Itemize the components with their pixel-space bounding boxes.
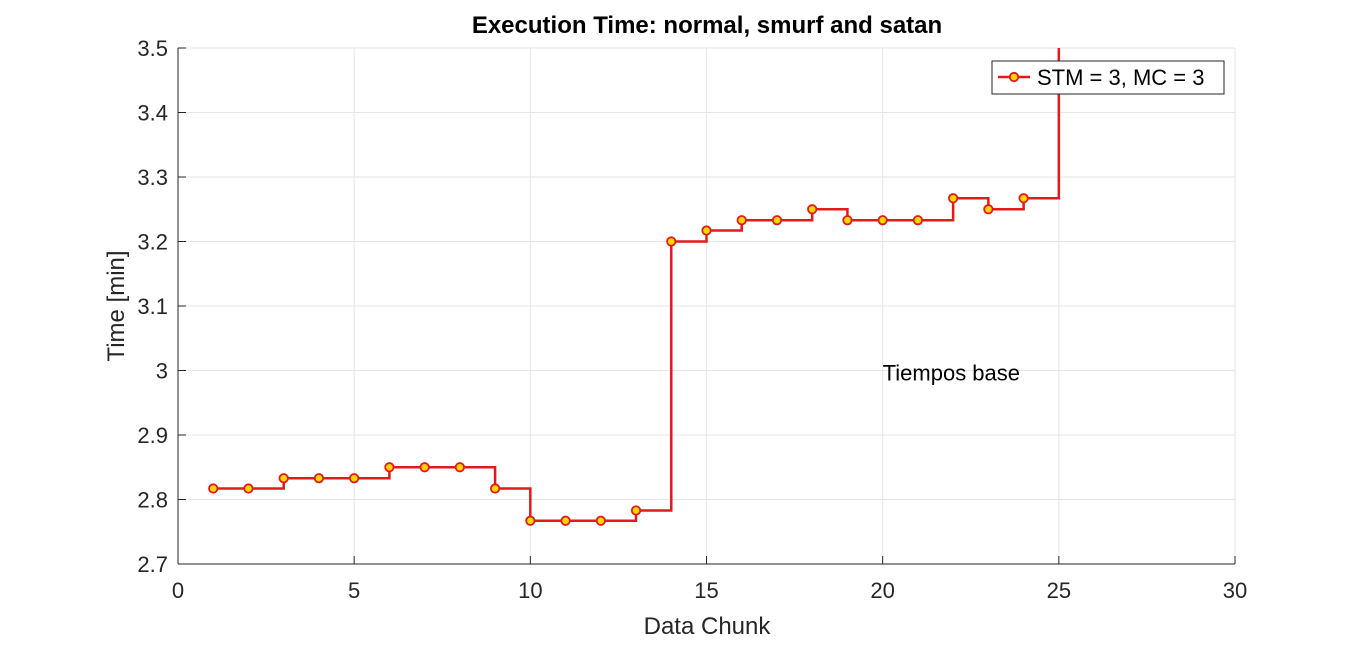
data-point	[701, 225, 712, 236]
x-tick-label: 5	[348, 578, 360, 603]
data-point	[842, 215, 853, 226]
data-point	[983, 204, 994, 215]
axes	[177, 47, 1236, 565]
data-point	[630, 505, 642, 516]
x-tick-label: 10	[518, 578, 542, 603]
chart-title: Execution Time: normal, smurf and satan	[472, 12, 942, 39]
y-tick-label: 2.9	[137, 423, 168, 448]
data-point	[666, 236, 677, 247]
x-tick-label: 0	[172, 578, 184, 603]
y-tick-label: 3	[156, 359, 168, 384]
legend-entry-label: STM = 3, MC = 3	[1037, 65, 1205, 90]
data-point	[912, 215, 924, 226]
data-point	[489, 483, 501, 494]
series-layer	[208, 48, 1061, 526]
data-point	[208, 483, 219, 494]
data-point	[349, 473, 360, 484]
data-point	[384, 462, 395, 473]
data-point	[877, 215, 888, 226]
y-tick-label: 2.7	[137, 552, 168, 577]
x-axis-label: Data Chunk	[644, 613, 772, 640]
data-point	[1018, 193, 1029, 204]
data-point	[243, 483, 254, 494]
data-point	[525, 515, 536, 526]
data-point	[736, 215, 747, 226]
data-point	[807, 204, 818, 215]
legend: STM = 3, MC = 3	[991, 60, 1225, 95]
x-tick-label: 25	[1047, 578, 1071, 603]
data-point	[419, 462, 430, 473]
x-tick-label: 30	[1223, 578, 1247, 603]
data-point	[771, 215, 783, 226]
y-tick-label: 3.5	[137, 36, 168, 61]
data-point	[560, 515, 571, 526]
legend-swatch-marker	[1008, 71, 1020, 83]
data-point	[948, 193, 959, 204]
y-tick-label: 3.3	[137, 165, 168, 190]
y-axis-label: Time [min]	[103, 250, 130, 361]
tick-labels: 0 5 10 15 20 25 30 2.7 2.8 2.9 3 3.1 3.2 3.3 3.4 3.5	[137, 36, 1247, 603]
data-point	[454, 462, 465, 473]
y-tick-label: 2.8	[137, 488, 168, 513]
y-tick-label: 3.4	[137, 101, 168, 126]
data-point	[595, 515, 606, 526]
y-tick-label: 3.2	[137, 230, 168, 255]
x-tick-label: 15	[694, 578, 718, 603]
x-tick-label: 20	[870, 578, 894, 603]
legend-box	[991, 60, 1225, 95]
annotation-text: Tiempos base	[883, 361, 1020, 386]
data-point	[278, 473, 289, 484]
data-point	[313, 473, 325, 484]
y-tick-label: 3.1	[137, 294, 168, 319]
